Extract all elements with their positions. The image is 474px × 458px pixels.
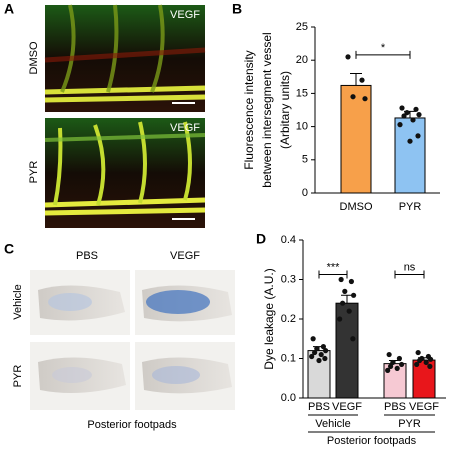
data-point xyxy=(399,361,405,368)
y-tick-label: 0 xyxy=(302,187,308,199)
data-point xyxy=(407,138,413,144)
micrograph xyxy=(44,118,206,228)
data-point xyxy=(394,365,400,371)
error-bar xyxy=(350,72,362,86)
y-tick-label: 15 xyxy=(296,87,308,99)
x-tick-label: DMSO xyxy=(340,201,373,213)
y-tick-label: 0.3 xyxy=(281,273,296,285)
x-tick-label: VEGF xyxy=(409,401,439,413)
y-tick-label: 20 xyxy=(296,54,308,66)
data-point xyxy=(314,346,320,352)
data-point xyxy=(427,363,433,369)
y-tick-label: 25 xyxy=(296,21,308,33)
data-point xyxy=(320,344,326,350)
row-label: PYR xyxy=(12,365,24,388)
panel-label: A xyxy=(4,1,14,17)
group-label: PYR xyxy=(398,418,421,430)
panel-label: B xyxy=(232,1,242,17)
y-axis-label: between intersegment vessel xyxy=(260,32,274,187)
data-point xyxy=(410,117,416,123)
data-point xyxy=(362,96,368,102)
y-tick-label: 0.4 xyxy=(281,234,296,246)
data-point xyxy=(351,292,357,298)
data-point xyxy=(310,336,316,342)
x-tick-label: PYR xyxy=(399,201,422,213)
row-label: PYR xyxy=(28,161,40,184)
y-tick-label: 0.0 xyxy=(281,392,296,404)
data-point xyxy=(415,133,421,139)
significance-label: * xyxy=(381,42,386,54)
x-tick-label: PBS xyxy=(384,401,406,413)
y-axis-label: (Arbitary units) xyxy=(278,71,292,149)
x-tick-label: PBS xyxy=(308,401,330,413)
data-point xyxy=(346,308,352,314)
data-point xyxy=(345,54,351,60)
column-label: PBS xyxy=(76,250,98,262)
y-tick-label: 0.2 xyxy=(281,313,296,325)
data-point xyxy=(423,359,429,366)
row-label: DMSO xyxy=(28,41,40,74)
footpad-photo xyxy=(30,270,235,410)
data-point xyxy=(312,349,318,356)
panel-label: D xyxy=(256,231,266,247)
data-point xyxy=(338,276,344,283)
bar xyxy=(340,84,372,194)
column-label: VEGF xyxy=(170,250,200,262)
data-point xyxy=(385,367,391,373)
data-point xyxy=(397,122,403,128)
significance-bracket xyxy=(318,270,348,279)
data-point xyxy=(342,288,348,294)
data-point xyxy=(401,113,407,119)
y-axis-label: Fluorescence intensity xyxy=(242,50,256,169)
data-point xyxy=(350,336,356,342)
data-point xyxy=(350,94,356,100)
error-bar xyxy=(341,294,353,304)
data-point xyxy=(388,363,394,369)
y-axis-label: Dye leakage (A.U.) xyxy=(262,268,276,369)
significance-bracket xyxy=(355,50,411,59)
data-point xyxy=(404,110,410,116)
data-point xyxy=(428,356,434,362)
data-point xyxy=(415,349,421,356)
data-point xyxy=(340,300,346,306)
data-point xyxy=(318,351,324,358)
data-point xyxy=(390,359,396,366)
significance-bracket xyxy=(394,270,425,279)
data-point xyxy=(396,355,402,362)
data-point xyxy=(322,355,328,362)
data-point xyxy=(417,357,423,364)
image-label: VEGF xyxy=(170,9,200,21)
micrograph xyxy=(44,4,206,112)
significance-label: *** xyxy=(327,261,341,273)
bar xyxy=(394,117,426,194)
row-label: Vehicle xyxy=(12,284,24,319)
panel-label: C xyxy=(4,241,14,257)
y-tick-label: 0.1 xyxy=(281,352,296,364)
y-tick-label: 10 xyxy=(296,121,308,133)
data-point xyxy=(359,77,365,83)
data-point xyxy=(316,357,322,364)
data-point xyxy=(323,348,329,354)
data-point xyxy=(416,112,422,118)
data-point xyxy=(399,105,405,111)
significance-label: ns xyxy=(404,261,416,273)
group-label: Vehicle xyxy=(315,418,350,430)
caption: Posterior footpads xyxy=(87,419,177,431)
x-axis-label: Posterior footpads xyxy=(327,435,417,447)
y-tick-label: 5 xyxy=(302,154,308,166)
x-tick-label: VEGF xyxy=(332,401,362,413)
data-point xyxy=(413,106,419,112)
data-point xyxy=(386,351,392,358)
data-point xyxy=(337,316,343,322)
data-point xyxy=(414,361,420,368)
data-point xyxy=(309,353,315,360)
data-point xyxy=(348,278,354,285)
image-label: VEGF xyxy=(170,122,200,134)
